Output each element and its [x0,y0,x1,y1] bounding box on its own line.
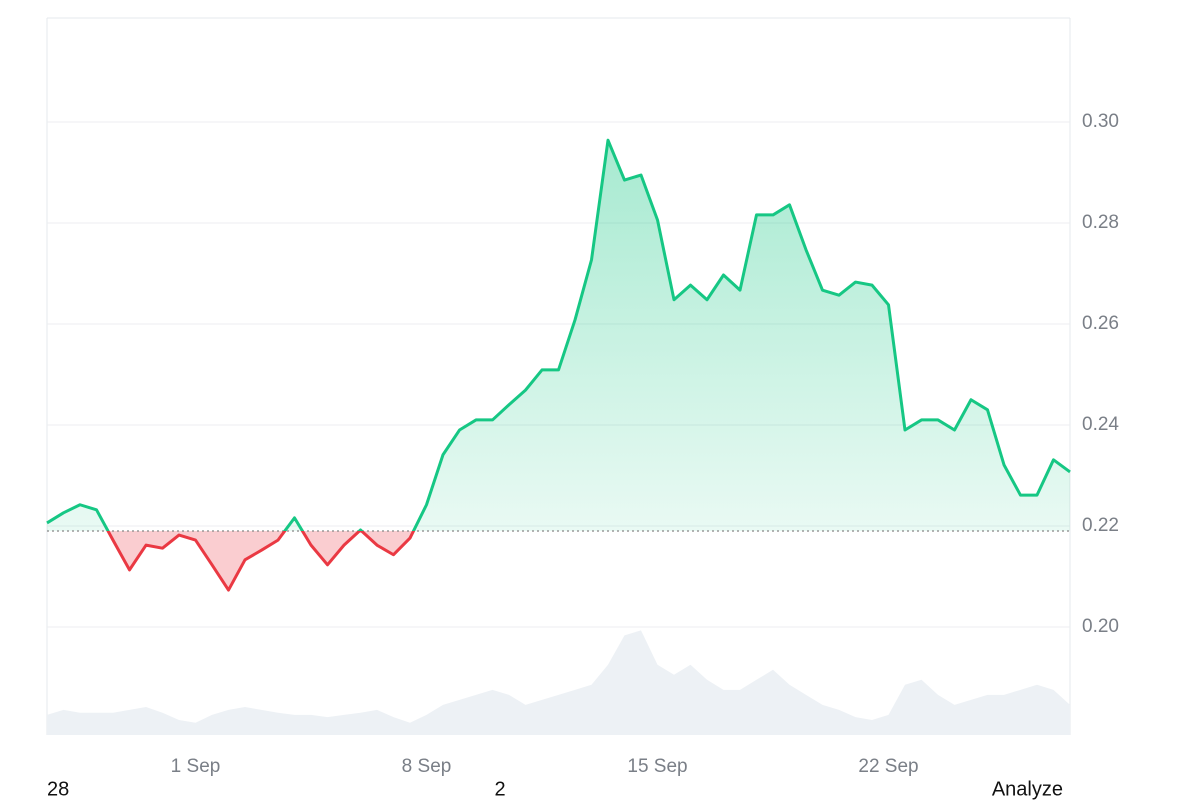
y-tick-label: 0.28 [1082,212,1119,233]
area-below [108,531,414,591]
y-tick-label: 0.22 [1082,515,1119,536]
y-tick-label: 0.20 [1082,616,1119,637]
footer-left: 28 [47,778,69,800]
volume-area [47,630,1070,735]
x-tick-label: 1 Sep [171,756,221,777]
y-tick-label: 0.26 [1082,313,1119,334]
y-tick-label: 0.24 [1082,414,1119,435]
x-tick-label: 22 Sep [858,756,918,777]
x-tick-label: 15 Sep [627,756,687,777]
analyze-button[interactable]: Analyze [992,778,1063,800]
y-tick-label: 0.30 [1082,111,1119,132]
price-line [46,138,1071,532]
price-line-below [106,531,416,592]
x-tick-label: 8 Sep [402,756,452,777]
area-above [47,140,1070,532]
footer-middle: 2 [494,778,505,800]
